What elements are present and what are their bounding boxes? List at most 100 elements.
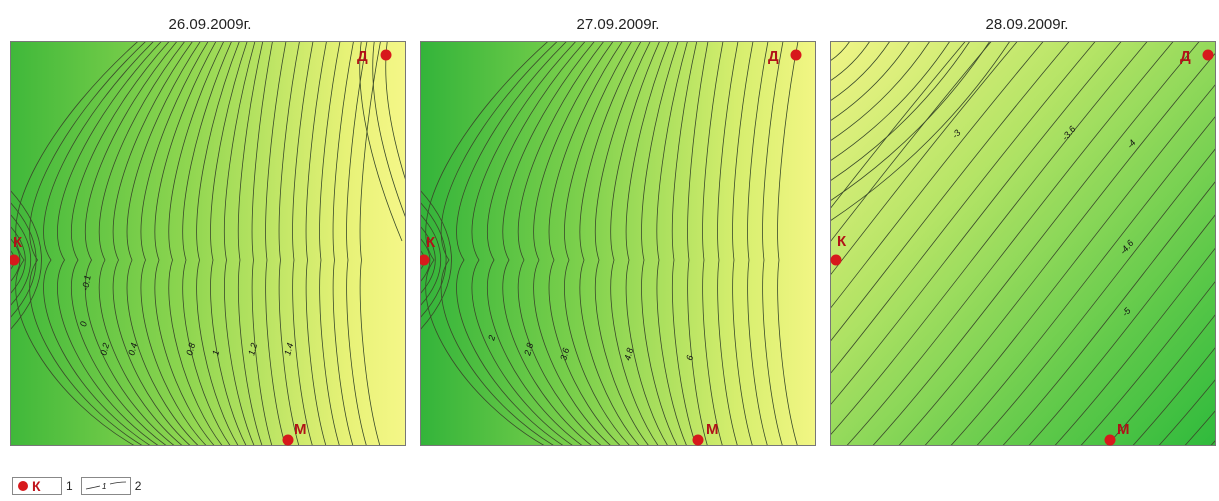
isoline: [456, 41, 568, 446]
station-k-marker: [830, 254, 842, 266]
isoline: [10, 189, 42, 331]
legend-isoline-value: 1: [102, 482, 106, 491]
isoline-label: 0.2: [98, 342, 111, 357]
panel-date-3: 28.09.2009г.: [985, 16, 1069, 33]
isolines: [10, 41, 406, 446]
isoline: [830, 41, 1071, 343]
isoline-label: 4.8: [622, 347, 635, 362]
isoline: [57, 41, 163, 446]
station-m: М: [1104, 421, 1130, 446]
isoline: [359, 41, 381, 446]
isoline: [594, 41, 651, 446]
contour-map-1: -0.1 0 0.2 0.4 0.8 1 1.2 1.4 К Д М: [10, 41, 406, 446]
isoline: [830, 41, 1045, 310]
isoline-label: 0.8: [184, 342, 197, 357]
station-m: М: [692, 421, 719, 446]
isoline-label: 1.4: [282, 342, 295, 357]
isoline: [98, 41, 186, 446]
isoline: [533, 41, 614, 446]
legend-station-symbol: К: [12, 477, 62, 495]
station-k-marker: [10, 254, 20, 266]
isoline-label: 0.4: [126, 342, 139, 357]
isoline: [548, 41, 624, 446]
map-frame: [830, 41, 1216, 446]
isoline: [265, 41, 287, 446]
isoline: [1001, 180, 1216, 446]
station-d-label: Д: [1180, 48, 1191, 65]
isoline: [292, 41, 314, 446]
isoline: [140, 41, 209, 446]
isoline-label: 3.6: [558, 347, 571, 362]
isoline: [732, 41, 754, 446]
isoline: [29, 41, 147, 446]
isolines: [830, 41, 1216, 446]
isoline: [332, 41, 354, 446]
isoline: [10, 237, 21, 283]
isoline: [845, 41, 1175, 446]
panel-date-2: 27.09.2009г.: [576, 16, 660, 33]
isoline: [1053, 246, 1216, 446]
isoline: [610, 41, 661, 446]
isoline: [641, 41, 679, 446]
isoline: [278, 41, 300, 446]
isoline: [346, 41, 368, 446]
isoline: [224, 41, 256, 446]
isoline: [420, 213, 441, 307]
station-m-label: М: [294, 421, 307, 438]
legend: К 1 1 2: [12, 476, 149, 496]
isoline: [1105, 313, 1216, 446]
isoline: [702, 41, 724, 446]
isoline-label: 6: [684, 354, 695, 361]
isoline: [564, 41, 633, 446]
isoline: [830, 41, 991, 202]
legend-item-1-number: 1: [66, 479, 73, 493]
isoline: [830, 41, 993, 243]
isoline: [830, 41, 931, 142]
isoline: [687, 41, 709, 446]
station-d-label: Д: [357, 48, 368, 65]
isoline: [830, 41, 951, 162]
isoline-label: 2: [486, 334, 497, 342]
isoline: [182, 41, 233, 446]
isoline: [1157, 378, 1216, 446]
station-d: Д: [768, 48, 802, 65]
isoline: [425, 41, 550, 446]
isoline: [10, 201, 37, 319]
station-m-label: М: [706, 421, 719, 438]
isoline: [656, 41, 689, 446]
isolines: [420, 41, 799, 446]
isoline: [830, 41, 967, 210]
station-m: М: [282, 421, 307, 446]
map-background: [420, 41, 816, 446]
isoline: [237, 41, 264, 446]
isoline: [897, 51, 1216, 446]
isoline: [717, 41, 739, 446]
station-m-marker: [1104, 434, 1116, 446]
isoline: [830, 41, 1011, 222]
station-d: Д: [1180, 48, 1214, 65]
isoline-labels: -0.1 0 0.2 0.4 0.8 1 1.2 1.4: [78, 274, 295, 356]
legend-isoline-symbol: 1: [80, 477, 131, 495]
station-k: К: [830, 233, 847, 266]
isoline: [112, 41, 194, 446]
station-marker-icon: [18, 481, 28, 491]
isoline: [486, 41, 587, 446]
legend-station-letter: К: [32, 478, 41, 494]
station-d-label: Д: [768, 48, 779, 65]
isoline: [196, 41, 241, 446]
isoline-labels: 2 2.8 3.6 4.8 6: [486, 334, 695, 361]
isoline: [830, 41, 911, 122]
isoline: [420, 189, 452, 331]
isoline: [830, 41, 891, 102]
isoline: [830, 41, 1097, 375]
station-d-marker: [790, 49, 802, 61]
isoline: [420, 201, 447, 319]
contour-map-2: 2 2.8 3.6 4.8 6 К Д М: [420, 41, 816, 446]
isoline: [747, 41, 769, 446]
isoline-label: -0.1: [80, 274, 93, 291]
isoline: [830, 41, 871, 82]
contour-map-3: -3 -3.6 -4 -4.6 -5 К Д М: [830, 41, 1219, 446]
isoline: [517, 41, 605, 446]
isoline: [671, 41, 698, 446]
isoline: [126, 41, 202, 446]
